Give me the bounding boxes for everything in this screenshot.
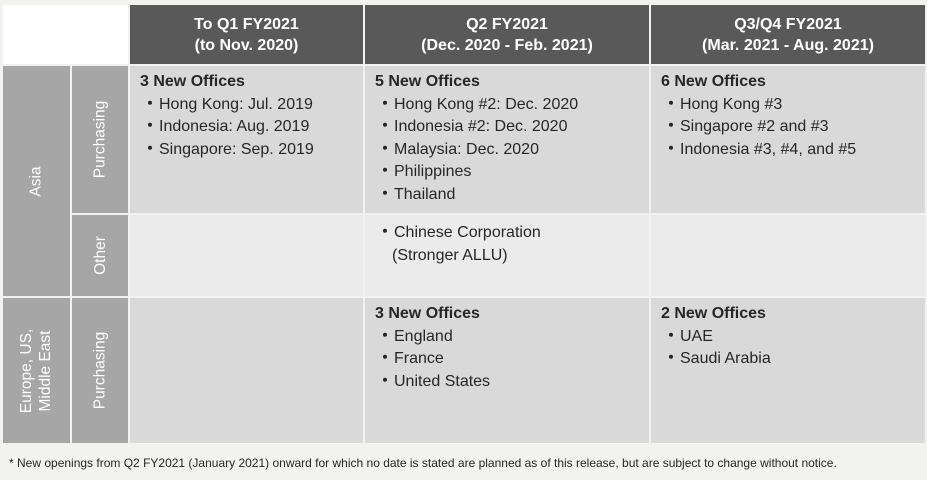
list-item: ・Singapore: Sep. 2019: [140, 139, 355, 162]
bullet: ・: [377, 350, 394, 367]
bullet: ・: [377, 118, 394, 135]
cell-asia-purchasing-q1: 3 New Offices ・Hong Kong: Jul. 2019 ・Ind…: [130, 66, 363, 213]
bullet: ・: [377, 327, 394, 345]
list-item: ・Hong Kong #3: [661, 94, 917, 117]
list-item: ・Saudi Arabia: [661, 348, 917, 371]
bullet: ・: [663, 118, 680, 135]
list-item: ・Indonesia #3, #4, and #5: [661, 139, 917, 162]
region-europe-us-middle-east: Europe, US, Middle East: [3, 298, 70, 443]
bullet: ・: [142, 140, 159, 158]
cell-europe-purchasing-q2: 3 New Offices ・England ・France ・United S…: [365, 298, 649, 443]
type-europe-purchasing: Purchasing: [72, 298, 128, 443]
list-item: ・UAE: [661, 326, 917, 349]
list-item: ・Philippines: [375, 161, 641, 184]
list-item: ・Malaysia: Dec. 2020: [375, 139, 641, 162]
region-asia: Asia: [3, 66, 70, 296]
bullet: ・: [663, 140, 680, 158]
list-item-continuation: (Stronger ALLU): [392, 246, 508, 264]
header-to-q1: To Q1 FY2021 (to Nov. 2020): [130, 5, 363, 64]
header-q3q4: Q3/Q4 FY2021 (Mar. 2021 - Aug. 2021): [651, 5, 925, 64]
type-europe-purchasing-label: Purchasing: [91, 331, 109, 410]
bullet: ・: [377, 163, 394, 180]
footnote: * New openings from Q2 FY2021 (January 2…: [9, 456, 837, 470]
header-corner: [3, 5, 128, 64]
section-title: 5 New Offices: [375, 73, 480, 90]
list-item: ・Indonesia: Aug. 2019: [140, 116, 355, 139]
bullet: ・: [663, 95, 680, 113]
section-title: 3 New Offices: [140, 73, 245, 90]
bullet: ・: [142, 95, 159, 113]
list-item: ・Thailand: [375, 184, 641, 207]
list-item: ・France: [375, 348, 641, 371]
bullet: ・: [377, 224, 394, 241]
list-item: ・Chinese Corporation: [375, 222, 641, 245]
section-title: 2 New Offices: [661, 305, 766, 322]
bullet: ・: [377, 372, 394, 390]
header-q3q4-line1: Q3/Q4 FY2021: [734, 15, 842, 33]
bullet: ・: [377, 185, 394, 203]
list-item: ・Indonesia #2: Dec. 2020: [375, 116, 641, 139]
list-item: ・England: [375, 326, 641, 349]
section-title: 3 New Offices: [375, 305, 480, 322]
cell-europe-purchasing-q1: [130, 298, 363, 443]
type-asia-purchasing-label: Purchasing: [91, 100, 109, 179]
list-item: ・Hong Kong: Jul. 2019: [140, 94, 355, 117]
header-q2: Q2 FY2021 (Dec. 2020 - Feb. 2021): [365, 5, 649, 64]
cell-asia-purchasing-q2: 5 New Offices ・Hong Kong #2: Dec. 2020 ・…: [365, 66, 649, 213]
cell-asia-other-q2: ・Chinese Corporation (Stronger ALLU): [365, 215, 649, 296]
header-q2-line1: Q2 FY2021: [466, 15, 548, 33]
header-q2-line2: (Dec. 2020 - Feb. 2021): [421, 36, 593, 54]
region-asia-label: Asia: [28, 165, 45, 197]
list-item: ・Hong Kong #2: Dec. 2020: [375, 94, 641, 117]
bullet: ・: [377, 95, 394, 113]
header-to-q1-line1: To Q1 FY2021: [194, 15, 299, 33]
bullet: ・: [142, 118, 159, 135]
list-item: ・United States: [375, 371, 641, 394]
cell-asia-purchasing-q3q4: 6 New Offices ・Hong Kong #3 ・Singapore #…: [651, 66, 925, 213]
region-europe-label: Europe, US, Middle East: [18, 328, 55, 413]
cell-europe-purchasing-q3q4: 2 New Offices ・UAE ・Saudi Arabia: [651, 298, 925, 443]
cell-asia-other-q3q4: [651, 215, 925, 296]
office-plan-table: To Q1 FY2021 (to Nov. 2020) Q2 FY2021 (D…: [3, 5, 925, 449]
header-to-q1-line2: (to Nov. 2020): [194, 36, 299, 54]
bullet: ・: [663, 327, 680, 345]
list-item: ・Singapore #2 and #3: [661, 116, 917, 139]
section-title: 6 New Offices: [661, 73, 766, 90]
type-asia-purchasing: Purchasing: [72, 66, 128, 213]
bullet: ・: [663, 350, 680, 367]
bullet: ・: [377, 140, 394, 158]
type-asia-other-label: Other: [91, 236, 109, 275]
type-asia-other: Other: [72, 215, 128, 296]
header-q3q4-line2: (Mar. 2021 - Aug. 2021): [702, 36, 874, 54]
cell-asia-other-q1: [130, 215, 363, 296]
